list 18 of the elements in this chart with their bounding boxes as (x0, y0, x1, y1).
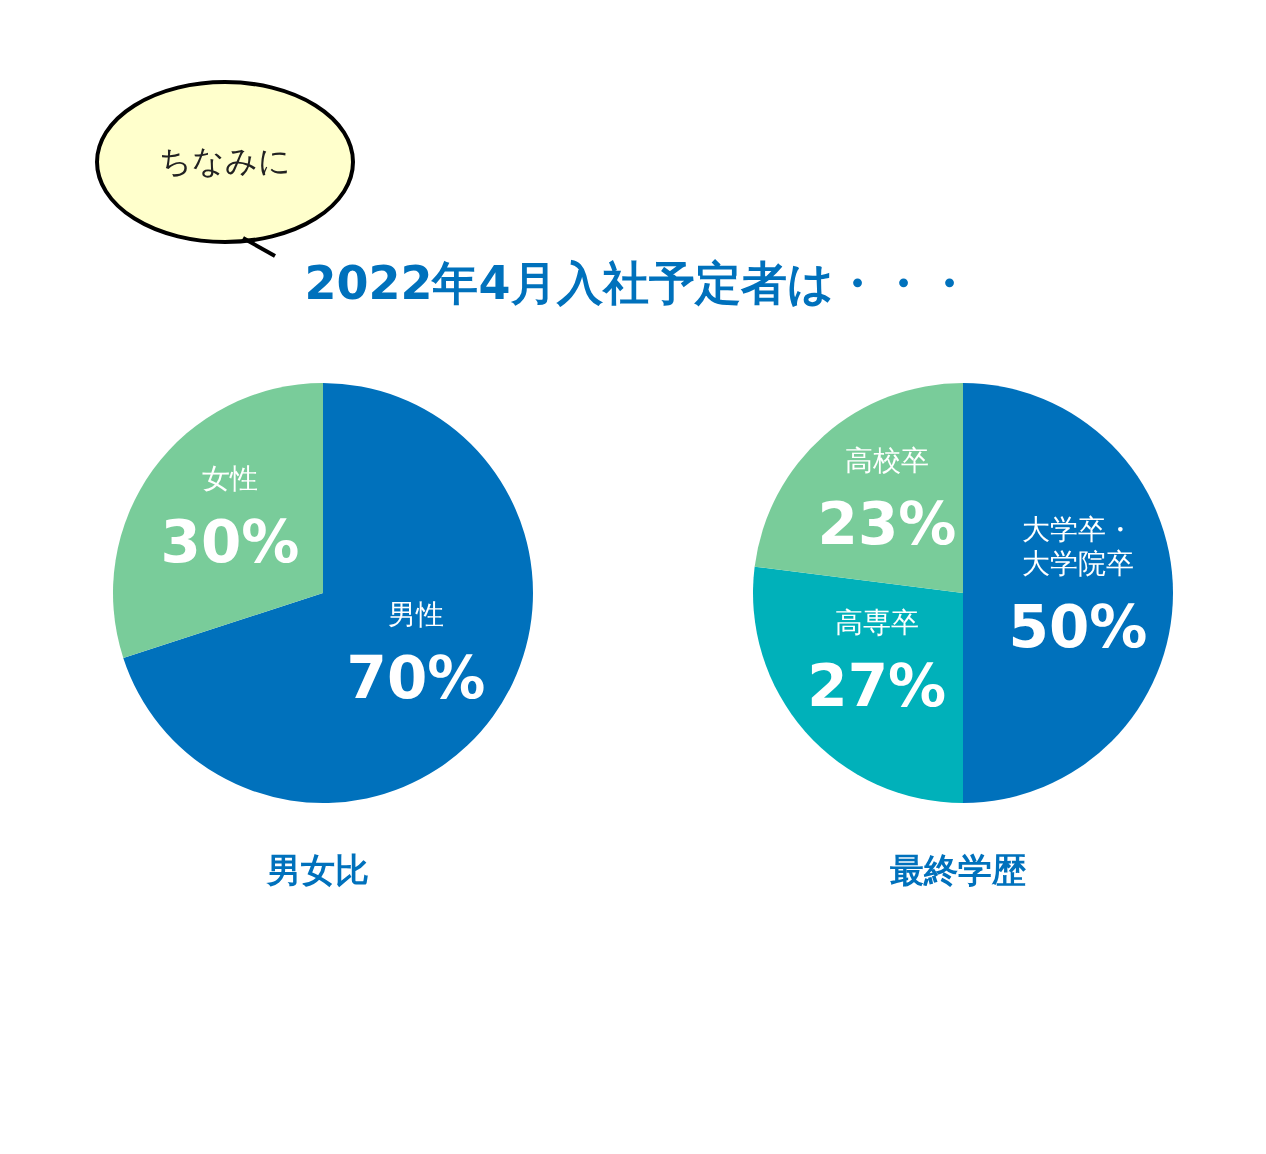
slice-label: 女性 (201, 462, 258, 496)
slice-label: 高専卒 (834, 606, 919, 640)
data-label: 23% (817, 489, 957, 558)
text: 最終学歴 (890, 849, 1026, 892)
pie-slice (113, 383, 323, 658)
slice-label: 男性 (388, 597, 445, 631)
pie-slice (123, 383, 533, 803)
slice-label: 大学卒・大学院卒 (1022, 513, 1134, 580)
pie-slice (963, 383, 1173, 803)
text: 2022年4月入社予定者は・・・ (303, 255, 973, 312)
data-label: 27% (807, 652, 947, 721)
text: 男女比 (267, 849, 369, 892)
text: ちなみに (158, 141, 292, 182)
data-label: 30% (160, 508, 300, 577)
pie-slice (753, 566, 963, 803)
data-label: 50% (1008, 593, 1148, 661)
data-label: 70% (346, 643, 486, 712)
slice-label: 高校卒 (844, 443, 929, 477)
